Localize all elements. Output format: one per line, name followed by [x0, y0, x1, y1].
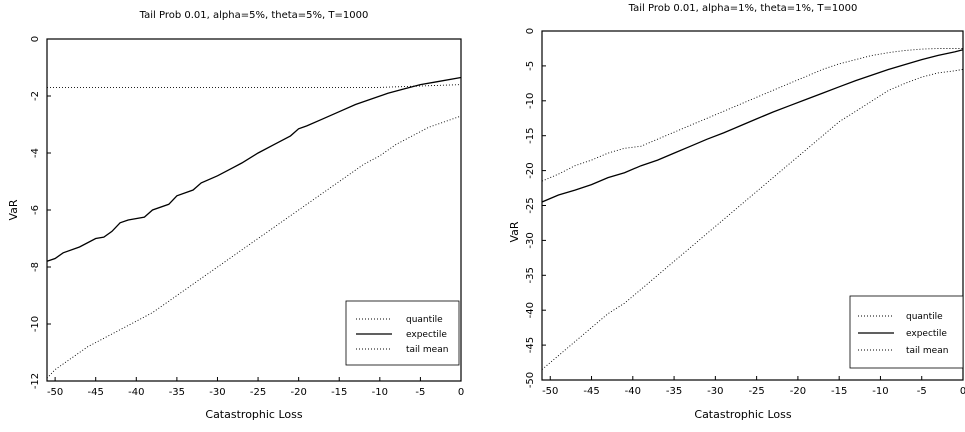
legend-label-quantile: quantile — [906, 312, 943, 322]
x-axis-label: Catastrophic Loss — [694, 408, 791, 421]
chart-title: Tail Prob 0.01, alpha=1%, theta=1%, T=10… — [628, 3, 858, 14]
legend-label-tail-mean: tail mean — [906, 346, 948, 356]
x-tick-label: -45 — [88, 387, 104, 398]
legend-label-quantile: quantile — [406, 315, 443, 325]
y-tick-label: 0 — [30, 36, 41, 42]
y-tick-label: -20 — [525, 162, 536, 178]
x-tick-label: -50 — [47, 387, 63, 398]
legend-label-tail-mean: tail mean — [406, 345, 448, 355]
y-tick-label: -45 — [525, 337, 536, 353]
y-tick-label: -15 — [525, 128, 536, 144]
y-tick-label: -2 — [30, 91, 41, 101]
x-tick-label: -30 — [707, 386, 723, 397]
legend-label-expectile: expectile — [906, 329, 947, 339]
y-tick-label: -10 — [525, 93, 536, 109]
series-line-tail-mean — [46, 115, 462, 379]
y-tick-label: -30 — [525, 232, 536, 248]
x-tick-label: -35 — [169, 387, 185, 398]
legend-box — [849, 295, 964, 369]
x-tick-label: -20 — [790, 386, 806, 397]
x-tick-label: -10 — [372, 387, 388, 398]
chart-left: Tail Prob 0.01, alpha=5%, theta=5%, T=10… — [7, 10, 464, 421]
y-tick-label: 0 — [525, 28, 536, 34]
x-tick-label: -35 — [666, 386, 682, 397]
y-axis-label: VaR — [508, 221, 521, 242]
x-tick-label: -5 — [415, 387, 425, 398]
y-tick-label: -8 — [30, 262, 41, 272]
y-axis-label: VaR — [7, 199, 20, 220]
chart-right: Tail Prob 0.01, alpha=1%, theta=1%, T=10… — [508, 3, 965, 421]
x-tick-label: -40 — [128, 387, 144, 398]
x-tick-label: -50 — [542, 386, 558, 397]
series-line-quantile — [541, 48, 963, 182]
legend-box — [345, 300, 460, 366]
legend-label-expectile: expectile — [406, 330, 447, 340]
x-tick-label: -15 — [831, 386, 847, 397]
series-line-expectile — [46, 76, 462, 262]
y-tick-label: -35 — [525, 267, 536, 283]
y-tick-label: -25 — [525, 197, 536, 213]
y-tick-label: -50 — [525, 372, 536, 388]
legend: quantile expectile tail mean — [849, 295, 964, 369]
x-tick-label: 0 — [960, 386, 965, 397]
x-tick-label: -45 — [583, 386, 599, 397]
x-tick-label: -40 — [625, 386, 641, 397]
x-tick-label: -15 — [331, 387, 347, 398]
x-tick-label: -25 — [250, 387, 266, 398]
y-tick-label: -6 — [30, 205, 41, 215]
legend: quantile expectile tail mean — [345, 300, 460, 366]
x-tick-label: -10 — [872, 386, 888, 397]
y-tick-label: -40 — [525, 302, 536, 318]
chart-title: Tail Prob 0.01, alpha=5%, theta=5%, T=10… — [139, 10, 369, 21]
x-tick-label: -25 — [748, 386, 764, 397]
y-tick-label: -4 — [30, 148, 41, 158]
x-axis-label: Catastrophic Loss — [205, 408, 302, 421]
y-tick-label: -10 — [30, 316, 41, 332]
x-tick-label: 0 — [458, 387, 464, 398]
x-tick-label: -20 — [290, 387, 306, 398]
x-tick-label: -30 — [209, 387, 225, 398]
x-tick-label: -5 — [917, 386, 927, 397]
series-line-expectile — [541, 49, 964, 203]
y-tick-label: -12 — [30, 373, 41, 389]
series-line-quantile — [47, 84, 462, 88]
y-tick-label: -5 — [525, 61, 536, 71]
